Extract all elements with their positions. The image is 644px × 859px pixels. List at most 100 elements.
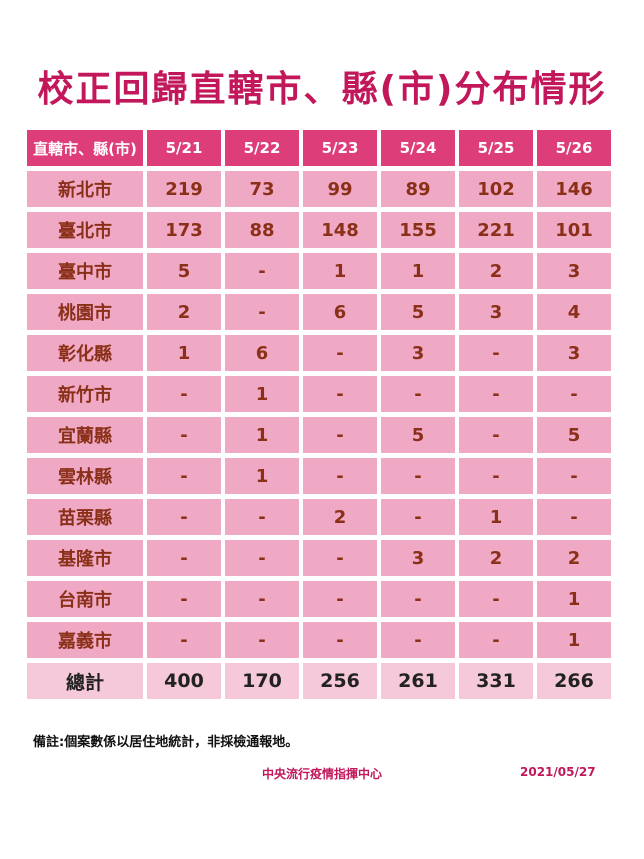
header-region: 直轄市、縣(市) bbox=[27, 130, 143, 166]
table-cell: 88 bbox=[225, 212, 299, 248]
row-region-name: 台南市 bbox=[27, 581, 143, 617]
table-cell: - bbox=[459, 376, 533, 412]
row-region-name: 嘉義市 bbox=[27, 622, 143, 658]
row-region-name: 新竹市 bbox=[27, 376, 143, 412]
total-cell: 331 bbox=[459, 663, 533, 699]
table-cell: - bbox=[225, 581, 299, 617]
table-cell: - bbox=[459, 335, 533, 371]
table-cell: - bbox=[459, 417, 533, 453]
table-cell: 1 bbox=[303, 253, 377, 289]
row-region-name: 桃園市 bbox=[27, 294, 143, 330]
table-cell: 2 bbox=[147, 294, 221, 330]
table-cell: - bbox=[381, 376, 455, 412]
table-cell: - bbox=[147, 540, 221, 576]
table-cell: - bbox=[147, 499, 221, 535]
row-region-name: 雲林縣 bbox=[27, 458, 143, 494]
total-cell: 400 bbox=[147, 663, 221, 699]
table-cell: - bbox=[303, 622, 377, 658]
table-cell: 155 bbox=[381, 212, 455, 248]
table-cell: - bbox=[147, 581, 221, 617]
header-date: 5/21 bbox=[147, 130, 221, 166]
table-cell: - bbox=[537, 499, 611, 535]
table-cell: - bbox=[303, 458, 377, 494]
table-cell: 5 bbox=[147, 253, 221, 289]
table-cell: 4 bbox=[537, 294, 611, 330]
table-cell: 101 bbox=[537, 212, 611, 248]
table-cell: - bbox=[381, 458, 455, 494]
table-cell: - bbox=[147, 622, 221, 658]
row-region-name: 基隆市 bbox=[27, 540, 143, 576]
table-cell: - bbox=[459, 581, 533, 617]
table-cell: 2 bbox=[459, 540, 533, 576]
table-cell: 2 bbox=[303, 499, 377, 535]
table-cell: - bbox=[381, 581, 455, 617]
table-cell: - bbox=[381, 499, 455, 535]
table-cell: - bbox=[147, 458, 221, 494]
table-cell: 3 bbox=[537, 335, 611, 371]
table-cell: - bbox=[303, 335, 377, 371]
table-cell: 2 bbox=[537, 540, 611, 576]
table-cell: 5 bbox=[381, 294, 455, 330]
table-cell: 102 bbox=[459, 171, 533, 207]
footer-date: 2021/05/27 bbox=[520, 765, 596, 779]
table-cell: - bbox=[303, 376, 377, 412]
footer-organization: 中央流行疫情指揮中心 bbox=[262, 767, 383, 781]
table-cell: - bbox=[303, 540, 377, 576]
table-cell: 1 bbox=[459, 499, 533, 535]
table-cell: 1 bbox=[225, 417, 299, 453]
table-cell: - bbox=[225, 253, 299, 289]
table-cell: - bbox=[381, 622, 455, 658]
table-cell: 6 bbox=[225, 335, 299, 371]
table-cell: 1 bbox=[537, 622, 611, 658]
header-date: 5/26 bbox=[537, 130, 611, 166]
table-cell: - bbox=[459, 622, 533, 658]
table-cell: 173 bbox=[147, 212, 221, 248]
row-region-name: 彰化縣 bbox=[27, 335, 143, 371]
table-cell: 3 bbox=[381, 540, 455, 576]
header-date: 5/24 bbox=[381, 130, 455, 166]
header-date: 5/23 bbox=[303, 130, 377, 166]
table-cell: 5 bbox=[381, 417, 455, 453]
row-region-name: 臺中市 bbox=[27, 253, 143, 289]
table-cell: 1 bbox=[225, 458, 299, 494]
table-cell: 73 bbox=[225, 171, 299, 207]
table-cell: 146 bbox=[537, 171, 611, 207]
table-cell: 1 bbox=[537, 581, 611, 617]
table-cell: 148 bbox=[303, 212, 377, 248]
row-region-name: 新北市 bbox=[27, 171, 143, 207]
table-cell: - bbox=[459, 458, 533, 494]
table-cell: - bbox=[225, 499, 299, 535]
case-distribution-table: 直轄市、縣(市) 5/21 5/22 5/23 5/24 5/25 5/26 新北市 219 73… bbox=[27, 130, 617, 699]
total-cell: 261 bbox=[381, 663, 455, 699]
table-cell: - bbox=[225, 294, 299, 330]
table-cell: - bbox=[537, 376, 611, 412]
table-cell: 6 bbox=[303, 294, 377, 330]
table-cell: 3 bbox=[459, 294, 533, 330]
table-cell: - bbox=[225, 622, 299, 658]
table-cell: 99 bbox=[303, 171, 377, 207]
table-cell: 3 bbox=[381, 335, 455, 371]
header-date: 5/25 bbox=[459, 130, 533, 166]
table-cell: 219 bbox=[147, 171, 221, 207]
total-cell: 266 bbox=[537, 663, 611, 699]
table-cell: - bbox=[147, 417, 221, 453]
table-cell: - bbox=[303, 417, 377, 453]
table-cell: 1 bbox=[225, 376, 299, 412]
total-label: 總計 bbox=[27, 663, 143, 699]
header-date: 5/22 bbox=[225, 130, 299, 166]
row-region-name: 宜蘭縣 bbox=[27, 417, 143, 453]
row-region-name: 苗栗縣 bbox=[27, 499, 143, 535]
page-title: 校正回歸直轄市、縣(市)分布情形 bbox=[37, 69, 607, 110]
table-cell: - bbox=[303, 581, 377, 617]
table-cell: 3 bbox=[537, 253, 611, 289]
table-cell: - bbox=[147, 376, 221, 412]
row-region-name: 臺北市 bbox=[27, 212, 143, 248]
total-cell: 256 bbox=[303, 663, 377, 699]
table-cell: - bbox=[537, 458, 611, 494]
table-cell: 1 bbox=[381, 253, 455, 289]
table-cell: 2 bbox=[459, 253, 533, 289]
table-cell: 89 bbox=[381, 171, 455, 207]
footnote: 備註:個案數係以居住地統計，非採檢通報地。 bbox=[33, 735, 299, 750]
table-cell: 221 bbox=[459, 212, 533, 248]
table-cell: 5 bbox=[537, 417, 611, 453]
